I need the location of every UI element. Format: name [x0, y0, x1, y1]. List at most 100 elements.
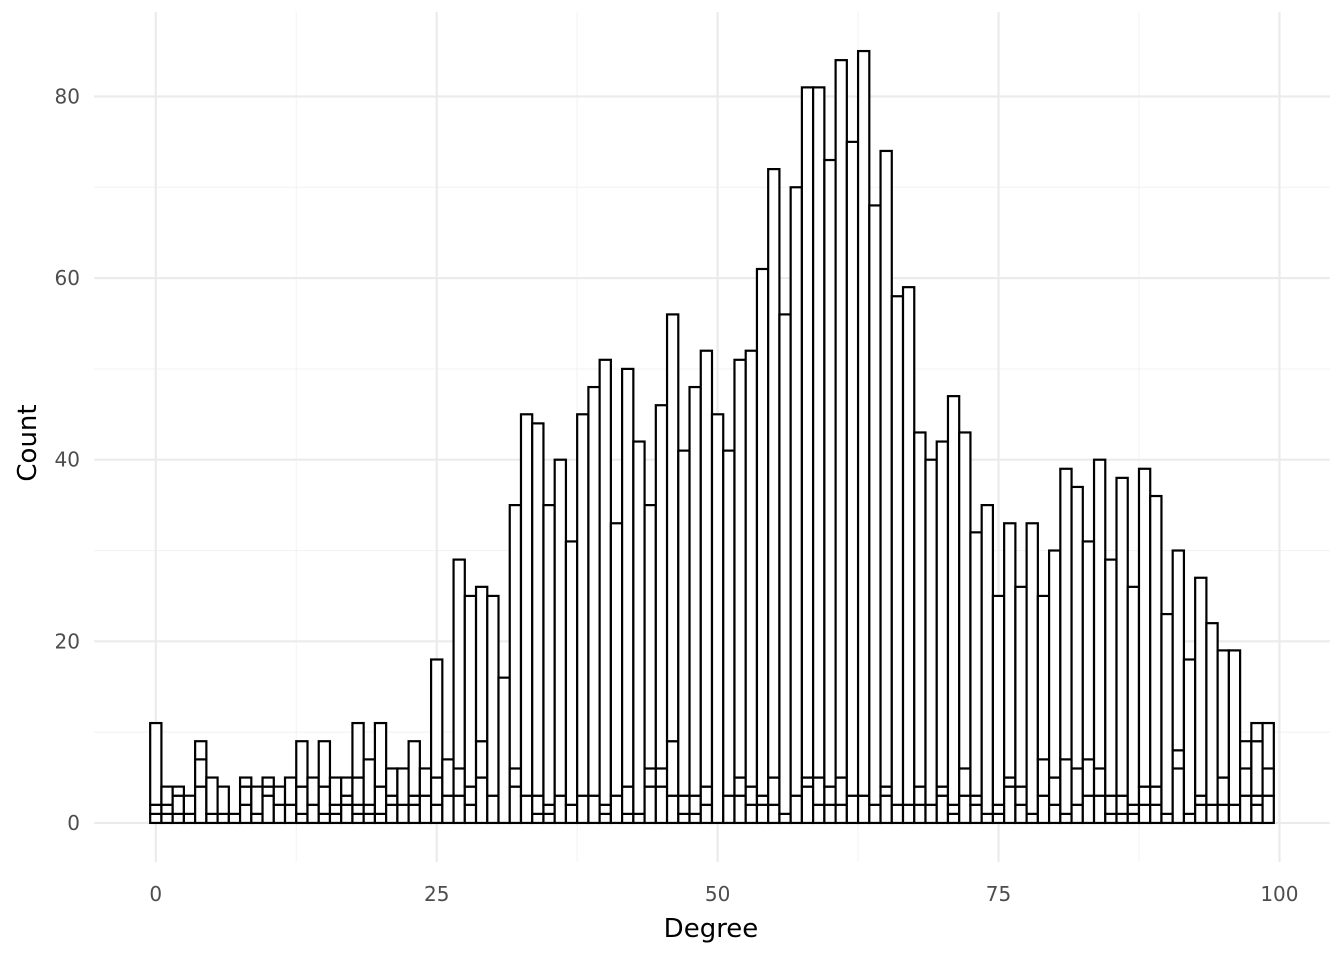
histogram-bar: [722, 449, 736, 797]
histogram-bar: [834, 776, 848, 806]
histogram-bar: [295, 812, 309, 825]
histogram-bar: [665, 740, 680, 797]
histogram-bar: [946, 395, 961, 806]
histogram-bar: [373, 812, 388, 825]
histogram-bar: [1003, 522, 1017, 779]
histogram-bar: [1160, 812, 1174, 825]
histogram-bar: [1194, 803, 1208, 825]
histogram-bar: [149, 721, 163, 806]
histogram-bar: [1014, 785, 1028, 806]
x-tick-label: 25: [424, 882, 449, 906]
histogram-bar: [519, 413, 534, 797]
histogram-bar: [789, 186, 803, 797]
x-axis-ticks: 0 25 50 75 100: [149, 882, 1298, 906]
histogram-bar: [418, 794, 433, 825]
histogram-bar: [283, 803, 298, 825]
histogram-bar: [295, 740, 309, 788]
histogram-bar: [1092, 794, 1107, 825]
y-tick-label: 20: [55, 629, 80, 653]
histogram-bar: [958, 431, 972, 770]
histogram-bar: [441, 794, 455, 825]
histogram-bar: [1092, 458, 1107, 770]
histogram-bar: [474, 776, 489, 825]
histogram-bar: [362, 758, 377, 806]
histogram-bar: [1205, 803, 1219, 825]
histogram-bar: [1059, 812, 1073, 825]
histogram-bar: [845, 794, 860, 825]
histogram-bar: [1104, 794, 1118, 815]
histogram-bar: [340, 794, 354, 806]
histogram-bar: [576, 794, 590, 825]
histogram-bar: [194, 758, 208, 788]
histogram-bar: [1137, 803, 1152, 825]
histogram-bar: [901, 286, 916, 806]
histogram-bar: [913, 803, 927, 825]
histogram-bar: [261, 794, 275, 825]
histogram-bar: [171, 812, 185, 825]
x-tick-label: 75: [986, 882, 1011, 906]
histogram-bar: [1115, 812, 1129, 825]
histogram-bar: [519, 794, 534, 825]
histogram-bar: [1025, 522, 1039, 815]
histogram-bar: [272, 785, 287, 806]
histogram-bar: [800, 86, 815, 779]
histogram-bar: [744, 803, 759, 825]
histogram-bars: [149, 49, 1275, 825]
histogram-bar: [351, 776, 365, 806]
histogram-bar: [429, 776, 444, 806]
histogram-bar: [733, 358, 747, 779]
histogram-bar: [1115, 794, 1129, 815]
histogram-bar: [1025, 812, 1039, 825]
histogram-bar: [890, 803, 905, 825]
histogram-bar: [542, 812, 556, 825]
histogram-bar: [946, 812, 961, 825]
histogram-bar: [531, 422, 545, 797]
y-tick-label: 60: [55, 266, 80, 290]
histogram-bar: [328, 812, 343, 825]
histogram-bar: [1070, 767, 1084, 806]
y-axis-title: Count: [13, 404, 43, 481]
histogram-bar: [643, 504, 657, 770]
histogram-bar: [160, 785, 174, 806]
histogram-bar: [295, 785, 309, 815]
histogram-bar: [385, 767, 399, 797]
histogram-bar: [958, 794, 972, 825]
histogram-bar: [531, 794, 545, 815]
histogram-bar: [328, 776, 343, 806]
histogram-bar: [542, 803, 556, 815]
histogram-bar: [1137, 785, 1152, 806]
histogram-bar: [1149, 785, 1163, 806]
histogram-bar: [216, 785, 230, 815]
histogram-bar: [373, 721, 388, 788]
histogram-bar: [272, 803, 287, 825]
histogram-bar: [227, 812, 242, 825]
histogram-bar: [1014, 585, 1028, 788]
histogram-bar: [969, 531, 983, 797]
histogram-bar: [576, 413, 590, 797]
histogram-bar: [654, 767, 669, 788]
histogram-bar: [845, 140, 860, 797]
histogram-bar: [385, 803, 399, 825]
x-tick-label: 50: [705, 882, 730, 906]
histogram-bar: [1239, 767, 1253, 797]
histogram-bar: [194, 785, 208, 825]
histogram-bar: [688, 794, 702, 815]
histogram-bar: [991, 812, 1006, 825]
histogram-bar: [205, 776, 219, 815]
histogram-bar: [182, 794, 197, 815]
histogram-bar: [340, 803, 354, 825]
histogram-bar: [1059, 758, 1073, 815]
histogram-bar: [823, 158, 837, 788]
histogram-bar: [1171, 767, 1186, 825]
histogram-bar: [654, 404, 669, 770]
y-tick-label: 0: [67, 811, 80, 835]
histogram-bar: [856, 49, 871, 797]
histogram-bar: [812, 86, 826, 779]
histogram-bar: [733, 794, 747, 825]
histogram-bar: [1070, 485, 1084, 770]
histogram-bar: [913, 785, 927, 806]
histogram-bar: [1250, 803, 1264, 825]
histogram-bar: [868, 204, 882, 806]
histogram-bar: [362, 803, 377, 815]
histogram-bar: [879, 785, 893, 797]
